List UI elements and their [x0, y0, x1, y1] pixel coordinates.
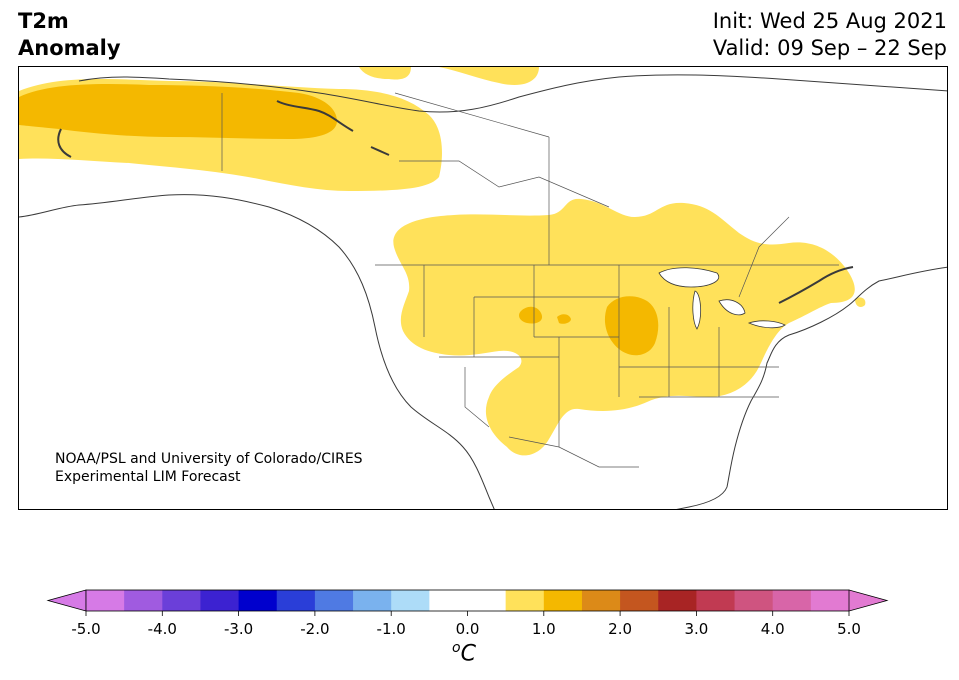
colorbar-unit-label: oC — [452, 640, 476, 666]
colorbar-tick-label-8: 3.0 — [684, 620, 708, 638]
st-lawrence-river — [778, 266, 854, 304]
title-quantity: Anomaly — [18, 36, 121, 60]
colorbar-bin-7 — [353, 590, 392, 611]
anomaly-region-alaska-moderate — [19, 84, 337, 139]
colorbar-extend-low — [46, 589, 87, 612]
colorbar-tick-label-9: 4.0 — [761, 620, 785, 638]
arctic-coast — [78, 74, 947, 113]
colorbar-bin-18 — [810, 590, 850, 611]
degree-superscript: o — [452, 640, 461, 656]
colorbar: -5.0 -4.0 -3.0 -2.0 -1.0 0.0 1.0 2.0 3.0 4.0 5.0 — [46, 589, 889, 638]
init-date: Init: Wed 25 Aug 2021 — [712, 9, 947, 33]
colorbar-tick-label-3: -2.0 — [300, 620, 329, 638]
hudson-bay-water — [521, 103, 649, 188]
colorbar-tick-label-4: -1.0 — [377, 620, 406, 638]
map-panel — [18, 66, 948, 510]
colorbar-bin-15 — [696, 590, 736, 611]
colorbar-bin-12 — [581, 590, 621, 611]
anomaly-region-iowa-moderate — [604, 296, 659, 356]
colorbar-bin-17 — [772, 590, 812, 611]
colorbar-extend-high — [848, 589, 889, 612]
colorbar-bin-11 — [543, 590, 583, 611]
colorbar-tick-label-6: 1.0 — [532, 620, 556, 638]
forecast-dates: Init: Wed 25 Aug 2021 Valid: 09 Sep – 22… — [713, 8, 947, 62]
anomaly-region-plains-moderate — [519, 306, 571, 324]
colorbar-tick-label-2: -3.0 — [224, 620, 253, 638]
coastline — [19, 194, 947, 509]
anomaly-region-yukon-top — [359, 67, 539, 86]
anomaly-map — [19, 67, 947, 509]
colorbar-tick-label-5: 0.0 — [456, 620, 480, 638]
colorbar-tick-label-7: 2.0 — [608, 620, 632, 638]
colorbar-bin-2 — [162, 590, 201, 611]
credit-line-1: NOAA/PSL and University of Colorado/CIRE… — [55, 451, 363, 467]
great-lakes-water — [658, 267, 786, 330]
colorbar-bin-13 — [620, 590, 659, 611]
colorbar-bin-8 — [391, 590, 430, 611]
colorbar-bin-6 — [314, 590, 354, 611]
valid-range: Valid: 09 Sep – 22 Sep — [712, 36, 947, 60]
colorbar-bin-14 — [658, 590, 697, 611]
river — [57, 100, 390, 158]
colorbar-bin-3 — [200, 590, 240, 611]
colorbar-bin-4 — [238, 590, 278, 611]
colorbar-bin-9 — [429, 590, 507, 611]
colorbar-bin-5 — [276, 590, 316, 611]
colorbar-bin-10 — [505, 590, 545, 611]
colorbar-tick-label-0: -5.0 — [71, 620, 100, 638]
anomaly-region-nova-scotia — [855, 297, 866, 307]
map-title: T2m Anomaly — [18, 8, 121, 62]
colorbar-bin-0 — [86, 590, 125, 611]
title-variable: T2m — [18, 9, 69, 33]
colorbar-bin-16 — [734, 590, 774, 611]
political-borders — [221, 92, 839, 468]
credit-line-2: Experimental LIM Forecast — [55, 469, 241, 485]
colorbar-tick-label-1: -4.0 — [148, 620, 177, 638]
data-credit: NOAA/PSL and University of Colorado/CIRE… — [55, 450, 363, 486]
colorbar-bin-1 — [124, 590, 163, 611]
unit-symbol: C — [460, 641, 476, 667]
colorbar-tick-label-10: 5.0 — [837, 620, 861, 638]
